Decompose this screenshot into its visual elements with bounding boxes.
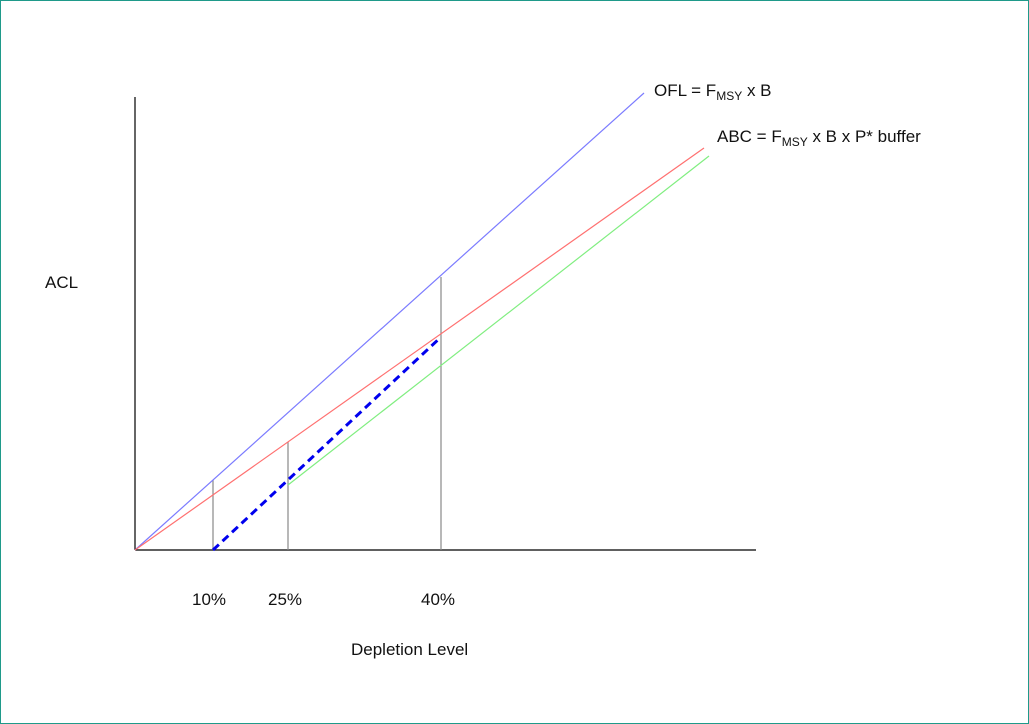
abc-label-subscript: MSY [782,135,808,149]
control-rule-line [287,155,710,486]
x-axis-label: Depletion Level [351,640,468,659]
abc-label: ABC = FMSY x B x P* buffer [717,127,921,149]
ofl-label: OFL = FMSY x B [654,81,772,103]
tick-label-10: 10% [192,590,226,609]
tick-label-40: 40% [421,590,455,609]
abc-label-part-1: ABC = F [717,127,782,146]
y-axis-label: ACL [45,273,78,292]
dashed-control-line [211,335,443,552]
ofl-line [134,92,645,551]
ofl-label-part-1: OFL = F [654,81,716,100]
abc-line [134,147,705,551]
ofl-label-subscript: MSY [716,89,742,103]
ofl-label-part-2: x B [742,81,771,100]
abc-label-part-2: x B x P* buffer [808,127,921,146]
tick-label-25: 25% [268,590,302,609]
